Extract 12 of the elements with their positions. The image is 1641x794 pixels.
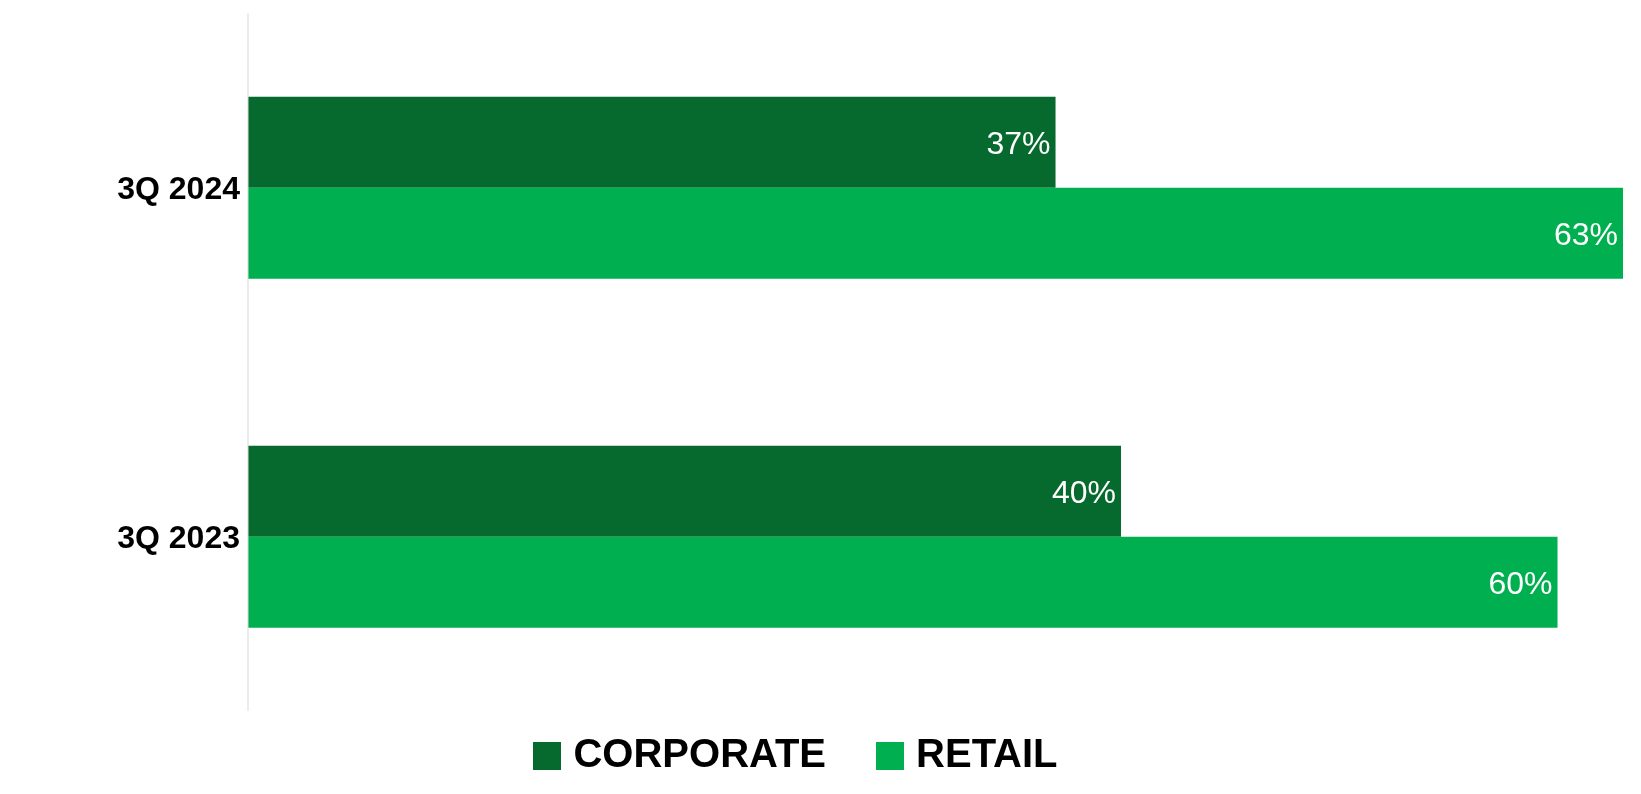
data-label: 40% [1051, 473, 1117, 510]
legend-label: CORPORATE [573, 731, 827, 775]
data-label: 63% [1553, 215, 1618, 252]
bar [248, 536, 1558, 628]
y-tick-label: 3Q 2023 [117, 518, 240, 555]
data-label: 60% [1488, 564, 1553, 601]
bar [248, 187, 1623, 279]
y-tick-label: 3Q 2024 [117, 169, 241, 206]
bar [248, 96, 1056, 188]
bar [248, 445, 1122, 537]
data-label: 37% [986, 124, 1051, 161]
legend-label: RETAIL [916, 731, 1058, 775]
